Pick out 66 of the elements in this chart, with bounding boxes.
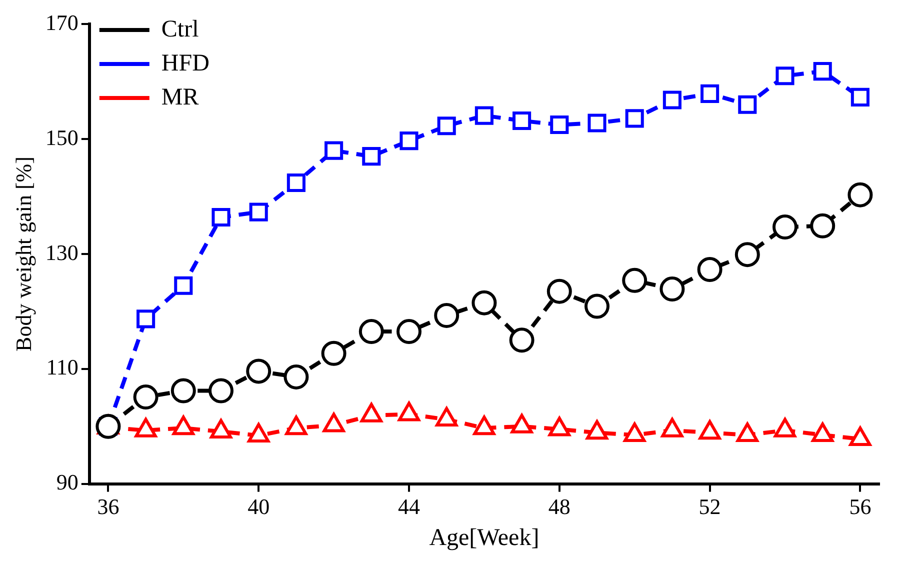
y-tick-label: 130 xyxy=(45,240,78,265)
point xyxy=(849,426,872,446)
point xyxy=(286,173,306,192)
x-tick-label: 52 xyxy=(698,494,721,519)
point xyxy=(700,84,720,103)
y-tick-label: 110 xyxy=(46,354,78,380)
x-tick-label: 40 xyxy=(248,494,270,519)
point xyxy=(698,420,721,440)
point xyxy=(285,416,308,436)
point xyxy=(249,202,268,222)
point xyxy=(474,106,494,125)
point xyxy=(510,414,533,434)
x-tick-label: 56 xyxy=(849,494,872,519)
legend-label: HFD xyxy=(161,50,210,76)
point xyxy=(661,418,684,438)
point xyxy=(398,402,420,422)
point xyxy=(210,419,232,439)
point xyxy=(625,109,644,128)
point xyxy=(472,290,497,316)
point xyxy=(850,88,870,106)
y-axis-title: Body weight gain [%] xyxy=(10,156,36,352)
point xyxy=(134,418,157,438)
point xyxy=(813,62,832,81)
y-tick-label: 150 xyxy=(45,124,78,150)
point xyxy=(434,302,460,328)
point xyxy=(624,422,646,442)
point xyxy=(546,278,572,304)
point xyxy=(584,294,610,319)
legend-label: Ctrl xyxy=(161,16,200,42)
point xyxy=(776,66,794,86)
point xyxy=(362,147,381,166)
point xyxy=(473,416,496,436)
point xyxy=(174,276,193,295)
point xyxy=(550,115,569,134)
point xyxy=(512,111,532,130)
legend-label: MR xyxy=(161,84,199,110)
point xyxy=(738,95,757,114)
point xyxy=(437,116,456,136)
point xyxy=(172,416,194,436)
point xyxy=(662,90,682,110)
point xyxy=(774,418,796,438)
point xyxy=(622,268,648,293)
point xyxy=(586,420,608,440)
point xyxy=(848,182,873,208)
y-tick-label: 170 xyxy=(45,10,78,35)
point xyxy=(436,406,458,426)
point xyxy=(324,141,344,160)
x-tick-label: 44 xyxy=(398,494,420,519)
point xyxy=(400,132,418,150)
point xyxy=(588,114,606,132)
point xyxy=(248,423,270,443)
point xyxy=(810,213,836,238)
point xyxy=(772,214,798,240)
point xyxy=(736,422,758,442)
point xyxy=(660,276,685,302)
point xyxy=(548,416,570,436)
point xyxy=(697,257,722,282)
point xyxy=(812,422,834,442)
x-axis-title: Age[Week] xyxy=(429,524,540,551)
y-tick-label: 90 xyxy=(56,470,78,495)
point xyxy=(360,402,382,422)
point xyxy=(322,412,345,432)
point xyxy=(734,242,760,268)
point xyxy=(212,208,230,227)
x-tick-label: 36 xyxy=(97,494,120,519)
x-tick-label: 48 xyxy=(548,494,570,519)
